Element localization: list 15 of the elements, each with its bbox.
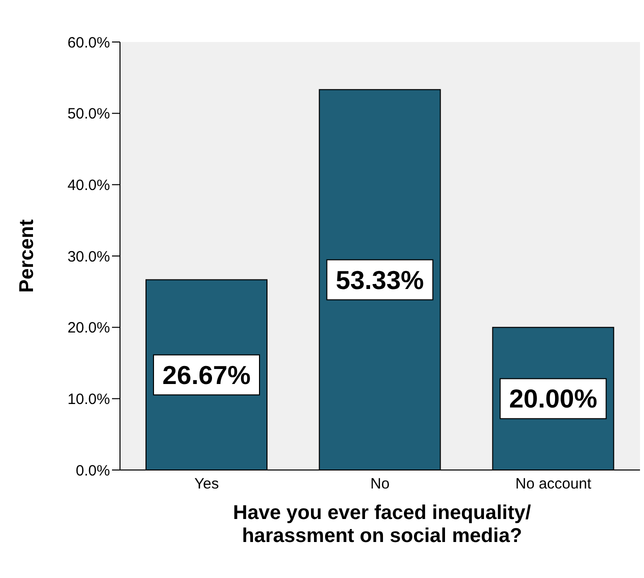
y-tick-label: 50.0%: [67, 106, 110, 123]
y-tick-label: 0.0%: [76, 462, 110, 480]
y-tick-label: 10.0%: [67, 390, 110, 408]
y-tick-label: 60.0%: [67, 34, 110, 52]
y-tick-label: 40.0%: [67, 176, 110, 194]
x-tick-label: Yes: [194, 476, 219, 493]
y-tick-label: 20.0%: [67, 320, 110, 337]
x-tick-label: No: [370, 476, 390, 493]
data-label: 20.00%: [509, 384, 598, 414]
data-label: 53.33%: [336, 264, 424, 295]
y-axis-title: Percent: [16, 218, 38, 293]
x-axis-title: Have you ever faced inequality/ harassment on social media?: [232, 502, 532, 548]
data-label: 26.67%: [162, 360, 251, 390]
x-tick-label: No account: [515, 476, 592, 493]
y-tick-label: 30.0%: [67, 248, 110, 266]
